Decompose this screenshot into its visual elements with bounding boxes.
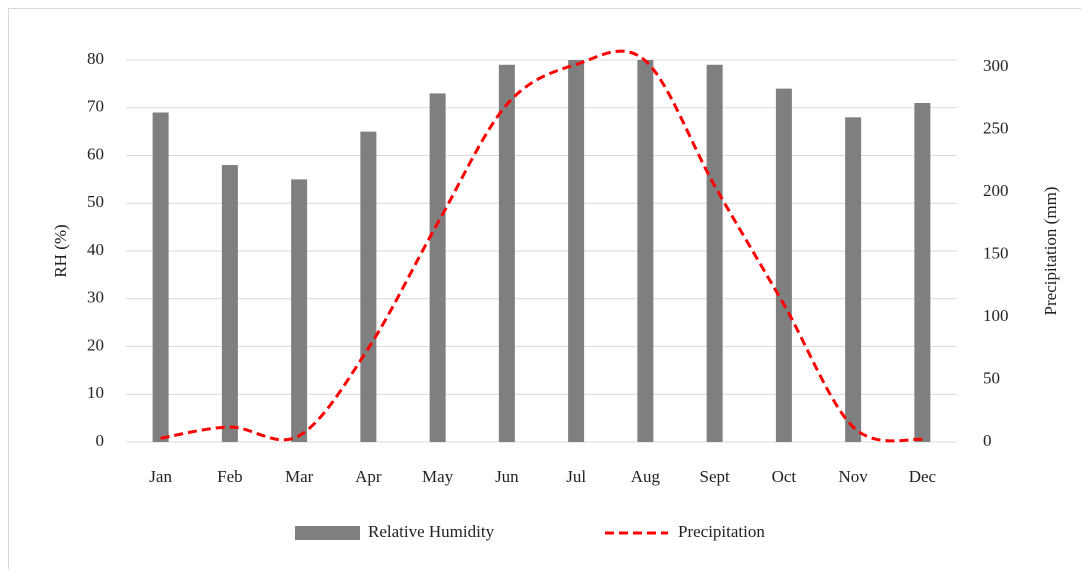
- y-tick-label: 40: [87, 240, 104, 259]
- legend-swatch: [295, 526, 360, 540]
- bar: [429, 93, 446, 443]
- bar: [775, 88, 792, 443]
- y2-tick-label: 50: [983, 368, 1000, 387]
- bar: [845, 117, 862, 443]
- x-tick-label: Jan: [149, 467, 172, 486]
- y2-tick-label: 200: [983, 181, 1009, 200]
- y2-tick-label: 0: [983, 431, 992, 450]
- bar: [498, 64, 515, 443]
- y-tick-label: 60: [87, 144, 104, 163]
- y2-tick-label: 150: [983, 243, 1009, 262]
- bar: [637, 60, 654, 442]
- bar: [360, 131, 377, 442]
- legend-label: Relative Humidity: [368, 522, 495, 541]
- x-tick-label: Mar: [285, 467, 314, 486]
- y-tick-label: 30: [87, 288, 104, 307]
- y2-tick-label: 100: [983, 306, 1009, 325]
- x-tick-label: Sept: [700, 467, 731, 486]
- x-tick-label: Feb: [217, 467, 243, 486]
- x-tick-label: Aug: [631, 467, 661, 486]
- bar: [291, 179, 308, 442]
- y-tick-label: 80: [87, 49, 104, 68]
- x-tick-label: Nov: [838, 467, 868, 486]
- y2-axis-title: Precipitation (mm): [1041, 187, 1060, 316]
- x-tick-label: Dec: [909, 467, 937, 486]
- legend-label: Precipitation: [678, 522, 765, 541]
- y-tick-label: 20: [87, 335, 104, 354]
- bar: [706, 64, 723, 443]
- x-tick-label: Oct: [772, 467, 797, 486]
- y2-tick-label: 300: [983, 56, 1009, 75]
- y-axis-title: RH (%): [51, 224, 70, 277]
- bar: [914, 102, 931, 442]
- frame: [8, 8, 1081, 569]
- x-tick-label: Apr: [355, 467, 382, 486]
- x-tick-label: Jul: [566, 467, 586, 486]
- y2-tick-label: 250: [983, 118, 1009, 137]
- x-tick-label: May: [422, 467, 454, 486]
- bar: [221, 165, 238, 443]
- bar: [568, 60, 585, 442]
- y-tick-label: 50: [87, 192, 104, 211]
- bar: [152, 112, 169, 443]
- precipitation-line: [160, 49, 923, 443]
- y-tick-label: 10: [87, 383, 104, 402]
- y-tick-label: 70: [87, 97, 104, 116]
- x-tick-label: Jun: [495, 467, 519, 486]
- y-tick-label: 0: [96, 431, 105, 450]
